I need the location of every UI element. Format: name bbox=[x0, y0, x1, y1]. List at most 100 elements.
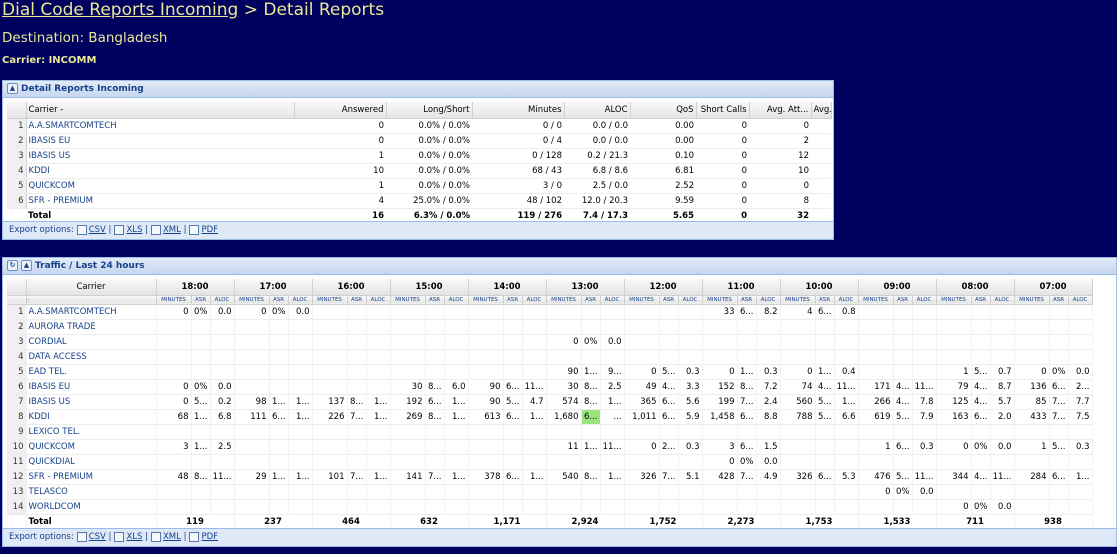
table-row[interactable]: 2 AURORA TRADE bbox=[7, 319, 1093, 335]
metric-subheader[interactable]: ASR bbox=[737, 295, 757, 305]
table-row[interactable]: 1 A.A.SMARTCOMTECH 0 0.0% / 0.0% 0 / 0 0.0 / … bbox=[7, 118, 831, 134]
metric-subheader[interactable]: ASR bbox=[893, 295, 913, 305]
metric-subheader[interactable]: ASR bbox=[971, 295, 991, 305]
metric-subheader[interactable]: ALOC bbox=[678, 295, 703, 305]
table-row[interactable]: 3 CORDIAL 0 0% 0.0 bbox=[7, 334, 1093, 350]
collapse-toggle-icon[interactable]: ▲ bbox=[7, 83, 18, 94]
metric-subheader[interactable]: ALOC bbox=[1068, 295, 1093, 305]
xls-icon[interactable] bbox=[114, 531, 125, 542]
csv-icon[interactable] bbox=[76, 531, 87, 542]
csv-icon[interactable] bbox=[76, 224, 87, 235]
hour-header[interactable]: 12:00 bbox=[624, 279, 703, 296]
column-header[interactable]: ALOC bbox=[564, 102, 631, 119]
metric-subheader[interactable]: ALOC bbox=[288, 295, 313, 305]
table-row[interactable]: 11 QUICKDIAL 0 0% 0.0 bbox=[7, 454, 1093, 470]
metric-subheader[interactable]: ASR bbox=[503, 295, 523, 305]
export-csv-link[interactable]: CSV bbox=[88, 532, 106, 542]
metric-subheader[interactable]: ALOC bbox=[366, 295, 391, 305]
metric-subheader[interactable]: ASR bbox=[425, 295, 445, 305]
metric-subheader[interactable]: MINUTES bbox=[468, 295, 504, 305]
metric-subheader[interactable]: MINUTES bbox=[546, 295, 582, 305]
hour-header[interactable]: 16:00 bbox=[312, 279, 391, 296]
metric-subheader[interactable]: ALOC bbox=[210, 295, 235, 305]
breadcrumb-link-dial-code-reports[interactable]: Dial Code Reports Incoming bbox=[2, 0, 239, 20]
export-pdf-link[interactable]: PDF bbox=[201, 225, 219, 235]
pdf-icon[interactable] bbox=[189, 224, 200, 235]
xls-icon[interactable] bbox=[114, 224, 125, 235]
refresh-icon[interactable]: ↻ bbox=[7, 260, 18, 271]
metric-subheader[interactable]: ALOC bbox=[912, 295, 937, 305]
hour-header[interactable]: 11:00 bbox=[702, 279, 781, 296]
column-header[interactable]: QoS bbox=[630, 102, 697, 119]
hour-header[interactable]: 07:00 bbox=[1014, 279, 1093, 296]
metric-subheader[interactable]: MINUTES bbox=[234, 295, 270, 305]
traffic-cell bbox=[780, 454, 816, 470]
metric-subheader[interactable]: ASR bbox=[581, 295, 601, 305]
xml-icon[interactable] bbox=[150, 531, 161, 542]
metric-subheader[interactable]: ALOC bbox=[834, 295, 859, 305]
column-header[interactable]: Short Calls bbox=[696, 102, 750, 119]
hour-header[interactable]: 14:00 bbox=[468, 279, 547, 296]
hour-header[interactable]: 10:00 bbox=[780, 279, 859, 296]
metric-subheader[interactable]: ALOC bbox=[522, 295, 547, 305]
metric-subheader[interactable]: ASR bbox=[659, 295, 679, 305]
export-xls-link[interactable]: XLS bbox=[126, 532, 143, 542]
hour-header[interactable]: 08:00 bbox=[936, 279, 1015, 296]
table-row[interactable]: 6 SFR - PREMIUM 4 25.0% / 0.0% 48 / 102 12.0 … bbox=[7, 193, 831, 209]
export-xml-link[interactable]: XML bbox=[162, 532, 181, 542]
export-pdf-link[interactable]: PDF bbox=[201, 532, 219, 542]
sort-marker[interactable]: - bbox=[26, 295, 157, 305]
metric-subheader[interactable]: ALOC bbox=[600, 295, 625, 305]
hour-header[interactable]: 13:00 bbox=[546, 279, 625, 296]
table-row[interactable]: 14 WORLDCOM 0 0% 0.0 bbox=[7, 499, 1093, 515]
metric-subheader[interactable]: ASR bbox=[815, 295, 835, 305]
column-header[interactable]: Minutes bbox=[472, 102, 565, 119]
metric-subheader[interactable]: MINUTES bbox=[858, 295, 894, 305]
hour-header[interactable]: 18:00 bbox=[156, 279, 235, 296]
metric-subheader[interactable]: MINUTES bbox=[390, 295, 426, 305]
table-row[interactable]: 3 IBASIS US 1 0.0% / 0.0% 0 / 128 0.2 / 21.3 0… bbox=[7, 148, 831, 164]
metric-subheader[interactable]: ASR bbox=[191, 295, 211, 305]
collapse-toggle-icon[interactable]: ▲ bbox=[21, 260, 32, 271]
metric-subheader[interactable]: ALOC bbox=[990, 295, 1015, 305]
metric-subheader[interactable]: MINUTES bbox=[624, 295, 660, 305]
table-row[interactable]: 12 SFR - PREMIUM 48 8... 11... 29 1... 1... 101 7… bbox=[7, 469, 1093, 485]
hour-header[interactable]: 09:00 bbox=[858, 279, 937, 296]
metric-subheader[interactable]: ASR bbox=[1049, 295, 1069, 305]
metric-subheader[interactable]: ASR bbox=[269, 295, 289, 305]
metric-subheader[interactable]: MINUTES bbox=[780, 295, 816, 305]
table-row[interactable]: 1 A.A.SMARTCOMTECH 0 0% 0.0 0 0% 0.0 33 6... 8.2 4 6… bbox=[7, 304, 1093, 320]
hour-header[interactable]: 17:00 bbox=[234, 279, 313, 296]
carrier-column-header[interactable]: Carrier bbox=[26, 279, 157, 296]
metric-subheader[interactable]: MINUTES bbox=[1014, 295, 1050, 305]
metric-subheader[interactable]: MINUTES bbox=[312, 295, 348, 305]
table-row[interactable]: 4 KDDI 10 0.0% / 0.0% 68 / 43 6.8 / 8.6 6.81 0 1… bbox=[7, 163, 831, 179]
export-xls-link[interactable]: XLS bbox=[126, 225, 143, 235]
metric-subheader[interactable]: ALOC bbox=[756, 295, 781, 305]
xml-icon[interactable] bbox=[150, 224, 161, 235]
table-row[interactable]: 5 EAD TEL. 90 1... 9... 0 5... 0.3 0 1... 0.3 0 1...… bbox=[7, 364, 1093, 380]
table-row[interactable]: 9 LEXICO TEL. bbox=[7, 424, 1093, 440]
metric-subheader[interactable]: MINUTES bbox=[156, 295, 192, 305]
table-row[interactable]: 4 DATA ACCESS bbox=[7, 349, 1093, 365]
hour-header[interactable]: 15:00 bbox=[390, 279, 469, 296]
column-header[interactable]: Long/Short bbox=[386, 102, 473, 119]
table-row[interactable]: 2 IBASIS EU 0 0.0% / 0.0% 0 / 4 0.0 / 0.0 0.00… bbox=[7, 133, 831, 149]
metric-subheader[interactable]: ASR bbox=[347, 295, 367, 305]
table-row[interactable]: 8 KDDI 68 1... 6.8 111 6... 1... 226 7... 1... 269 8… bbox=[7, 409, 1093, 425]
table-row[interactable]: 10 QUICKCOM 3 1... 2.5 11 1... 11... 0 2... 0.3 3 6.… bbox=[7, 439, 1093, 455]
metric-subheader[interactable]: MINUTES bbox=[702, 295, 738, 305]
metric-subheader[interactable]: ALOC bbox=[444, 295, 469, 305]
pdf-icon[interactable] bbox=[189, 531, 200, 542]
metric-subheader[interactable]: MINUTES bbox=[936, 295, 972, 305]
column-header[interactable]: Answered bbox=[294, 102, 387, 119]
column-header[interactable]: Avg. An... bbox=[811, 102, 832, 119]
column-header[interactable]: Carrier - bbox=[26, 102, 295, 119]
table-row[interactable]: 13 TELASCO 0 0% 0.0 bbox=[7, 484, 1093, 500]
table-row[interactable]: 6 IBASIS EU 0 0% 0.0 30 8... 6.0 90 6... 11... 30 8.… bbox=[7, 379, 1093, 395]
export-csv-link[interactable]: CSV bbox=[88, 225, 106, 235]
table-row[interactable]: 5 QUICKCOM 1 0.0% / 0.0% 3 / 0 2.5 / 0.0 2.52 0… bbox=[7, 178, 831, 194]
export-xml-link[interactable]: XML bbox=[162, 225, 181, 235]
column-header[interactable]: Avg. Att... bbox=[749, 102, 812, 119]
table-row[interactable]: 7 IBASIS US 0 5... 0.2 98 1... 1... 137 8... 1... 1… bbox=[7, 394, 1093, 410]
